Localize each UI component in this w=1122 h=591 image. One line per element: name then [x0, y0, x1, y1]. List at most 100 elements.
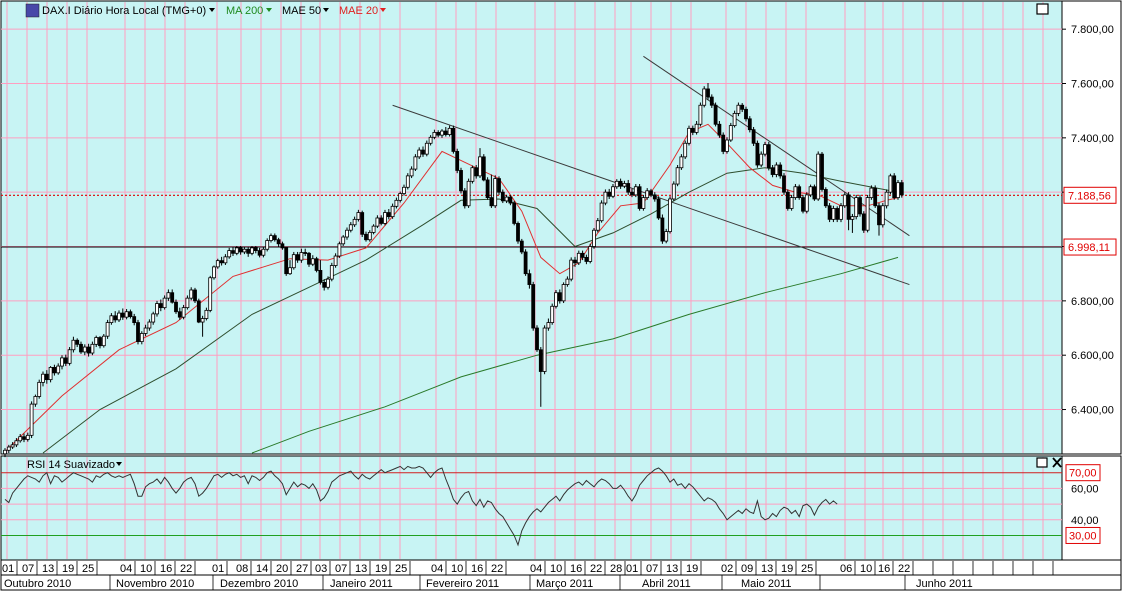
- candle-body: [744, 108, 748, 120]
- day-tick-label: 03: [315, 563, 327, 575]
- support-price-badge: [1063, 238, 1117, 256]
- day-tick-label: 16: [570, 563, 582, 575]
- close-icon[interactable]: [1052, 457, 1062, 468]
- candle-body: [272, 235, 277, 241]
- month-tick-label: Maio 2011: [741, 578, 792, 590]
- candle-body: [200, 318, 205, 323]
- month-tick-label: Dezembro 2010: [220, 578, 298, 590]
- candle-body: [861, 213, 866, 231]
- day-tick-label: 01: [2, 563, 14, 575]
- ma200-dropdown-icon[interactable]: [266, 8, 272, 12]
- candle-body: [386, 212, 391, 218]
- candle-body: [352, 218, 357, 226]
- candle-body: [877, 205, 881, 226]
- candle-body: [497, 178, 501, 193]
- day-tick-label: 13: [355, 563, 367, 575]
- candle-body: [333, 255, 338, 266]
- candle-body: [736, 104, 741, 114]
- candle-body: [626, 183, 631, 193]
- candle-body: [595, 220, 600, 231]
- mae50-dropdown-icon[interactable]: [323, 8, 329, 12]
- candle-body: [713, 104, 718, 125]
- price-tick-label: 6.400,00: [1071, 405, 1114, 417]
- candle-body: [478, 156, 482, 177]
- candle-body: [117, 312, 121, 321]
- candle-body: [356, 212, 361, 220]
- rsi-maximize-icon[interactable]: [1036, 457, 1048, 468]
- candle-body: [90, 343, 95, 354]
- candle-body: [136, 322, 140, 343]
- price-panel-background: [0, 0, 1063, 455]
- candle-body: [679, 156, 684, 169]
- candle-body: [865, 197, 870, 231]
- rsi-level-badge: [1065, 526, 1101, 544]
- title-dropdown-icon[interactable]: [209, 8, 215, 12]
- candle-body: [29, 403, 34, 436]
- candle-body: [143, 327, 148, 334]
- candle-body: [158, 303, 163, 309]
- candle-body: [234, 247, 239, 254]
- day-tick-label: 22: [898, 563, 910, 575]
- month-tick-label: Outubro 2010: [4, 578, 71, 590]
- candle-body: [839, 205, 843, 220]
- candle-body: [428, 136, 433, 144]
- indicator-mae50[interactable]: MAE 50: [282, 5, 321, 17]
- candle-body: [291, 254, 296, 269]
- candle-body: [295, 254, 300, 261]
- indicator-mae20[interactable]: MAE 20: [339, 5, 378, 17]
- rsi-dropdown-icon[interactable]: [116, 462, 122, 466]
- day-tick-label: 22: [491, 563, 503, 575]
- rsi-plot: [1, 465, 1062, 547]
- candle-body: [808, 186, 813, 196]
- candle-body: [227, 250, 232, 258]
- candle-body: [687, 127, 691, 144]
- candle-body: [147, 321, 152, 329]
- candle-body: [770, 167, 775, 175]
- day-tick-label: 06: [840, 563, 852, 575]
- candle-body: [326, 278, 330, 288]
- day-tick-label: 25: [395, 563, 407, 575]
- maximize-icon[interactable]: [1036, 3, 1049, 15]
- day-tick-label: 22: [180, 563, 192, 575]
- candle-body: [557, 292, 562, 302]
- candle-body: [565, 278, 570, 285]
- candle-body: [508, 196, 513, 204]
- candle-body: [375, 217, 380, 227]
- day-tick-label: 09: [741, 563, 753, 575]
- day-tick-label: 19: [781, 563, 793, 575]
- candle-body: [398, 193, 403, 201]
- candle-body: [835, 208, 840, 220]
- chart-title[interactable]: DAX.I Diário Hora Local (TMG+0): [42, 5, 206, 17]
- candle-body: [538, 349, 543, 372]
- candle-body: [774, 164, 779, 175]
- rsi-tick-label: 40,00: [1071, 515, 1099, 527]
- candle-body: [276, 239, 281, 245]
- day-tick-label: 16: [471, 563, 483, 575]
- support-price-label: 6.998,11: [1068, 242, 1110, 254]
- indicator-ma200[interactable]: MA 200: [226, 5, 263, 17]
- candle-body: [421, 149, 425, 155]
- candle-body: [888, 175, 893, 193]
- candle-body: [611, 186, 615, 197]
- candle-body: [519, 240, 524, 253]
- candle-body: [459, 170, 463, 192]
- day-tick-label: 14: [256, 563, 268, 575]
- candle-body: [390, 205, 395, 218]
- candle-body: [409, 168, 414, 177]
- candle-body: [67, 349, 72, 364]
- candle-body: [580, 252, 585, 258]
- candle-body: [546, 322, 551, 329]
- candle-body: [827, 205, 832, 220]
- mae20-dropdown-icon[interactable]: [380, 8, 386, 12]
- candle-body: [641, 197, 646, 209]
- rsi-title[interactable]: RSI 14 Suavizado: [27, 459, 115, 471]
- candle-body: [531, 284, 536, 329]
- candle-body: [238, 247, 243, 253]
- candle-body: [561, 284, 566, 302]
- candle-body: [337, 243, 342, 257]
- candle-body: [413, 156, 418, 170]
- month-tick-label: Junho 2011: [916, 578, 973, 590]
- candle-body: [443, 130, 448, 135]
- candle-body: [288, 267, 292, 275]
- candle-body: [599, 202, 604, 222]
